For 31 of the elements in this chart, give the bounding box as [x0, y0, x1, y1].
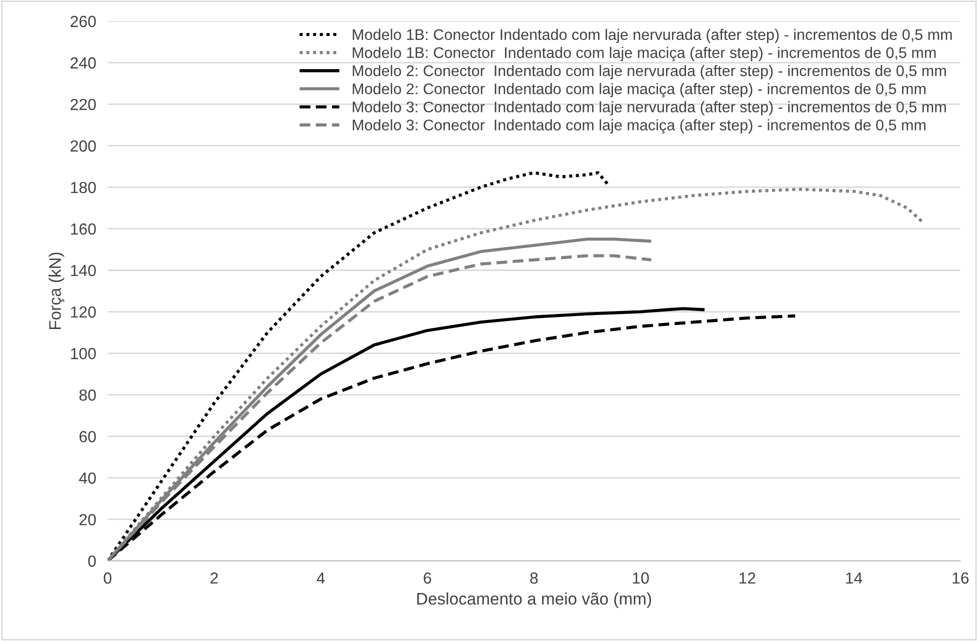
x-tick-label: 8	[530, 572, 538, 584]
y-tick-label: 80	[79, 389, 96, 401]
y-tick-label: 240	[70, 57, 96, 69]
legend-label: Modelo 3: Conector Indentado com laje maciça (after step) - incrementos de 0,5 mm	[352, 119, 926, 134]
y-tick-label: 140	[71, 264, 96, 276]
x-tick-label: 16	[952, 572, 969, 584]
legend-label: Modelo 2: Conector Indentado com laje nervurada (after step) - incrementos de 0,5 mm	[352, 64, 946, 80]
y-axis-title: Força (kN)	[48, 252, 64, 329]
x-tick-label: 6	[424, 572, 432, 584]
y-tick-label: 20	[80, 514, 96, 526]
legend-label: Modelo 3: Conector Indentado com laje nervurada (after step) - incrementos de 0,5 mm	[352, 101, 946, 116]
x-tick-label: 4	[316, 572, 325, 584]
x-axis-title: Deslocamento a meio vão (mm)	[417, 592, 652, 608]
x-tick-label: 0	[104, 572, 112, 584]
legend-label: Modelo 1B: Conector Indentado com laje nervurada (after step) - incrementos de 0,5 mm	[352, 28, 952, 44]
y-tick-label: 100	[71, 348, 96, 360]
y-tick-label: 0	[88, 556, 96, 567]
y-tick-label: 260	[70, 16, 96, 28]
legend-label: Modelo 2: Conector Indentado com laje maciça (after step) - incrementos de 0,5 mm	[352, 83, 926, 98]
y-tick-label: 60	[80, 430, 96, 442]
x-tick-label: 12	[740, 572, 756, 584]
x-tick-label: 14	[846, 572, 862, 584]
y-tick-label: 40	[79, 472, 96, 484]
y-tick-label: 160	[71, 223, 96, 235]
x-tick-label: 10	[632, 572, 649, 584]
y-tick-label: 180	[71, 182, 96, 194]
legend-label: Modelo 1B: Conector Indentado com laje maciça (after step) - incrementos de 0,5 mm	[352, 46, 936, 62]
y-tick-label: 220	[70, 98, 96, 110]
y-tick-label: 120	[71, 306, 96, 318]
y-tick-label: 200	[70, 140, 96, 152]
x-tick-label: 2	[210, 572, 218, 584]
